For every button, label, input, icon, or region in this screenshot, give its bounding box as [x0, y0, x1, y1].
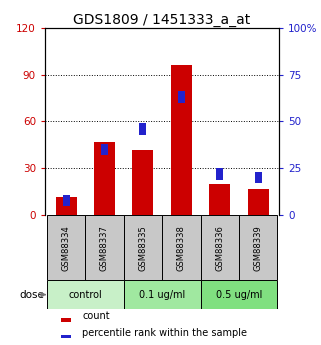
Text: 0.5 ug/ml: 0.5 ug/ml	[216, 289, 262, 299]
Bar	[209, 184, 230, 215]
Text: control: control	[68, 289, 102, 299]
Bar	[139, 124, 146, 135]
Bar	[124, 280, 201, 309]
Bar	[201, 280, 277, 309]
Title: GDS1809 / 1451333_a_at: GDS1809 / 1451333_a_at	[74, 12, 251, 27]
Bar	[171, 65, 192, 215]
Bar	[255, 172, 262, 184]
Text: GSM88335: GSM88335	[138, 225, 147, 270]
Text: percentile rank within the sample: percentile rank within the sample	[82, 328, 247, 338]
Bar	[47, 215, 85, 280]
Bar	[124, 215, 162, 280]
Text: count: count	[82, 312, 110, 322]
Text: GSM88337: GSM88337	[100, 225, 109, 270]
Bar	[247, 189, 269, 215]
Bar	[132, 150, 153, 215]
Bar	[94, 142, 115, 215]
Bar	[85, 215, 124, 280]
Bar	[47, 280, 124, 309]
Bar	[61, 335, 71, 338]
Bar	[101, 144, 108, 155]
Bar	[162, 215, 201, 280]
Text: GSM88339: GSM88339	[254, 225, 263, 270]
Text: GSM88336: GSM88336	[215, 225, 224, 270]
Bar	[61, 318, 71, 322]
Bar	[216, 168, 223, 180]
Text: dose: dose	[19, 289, 44, 299]
Text: 0.1 ug/ml: 0.1 ug/ml	[139, 289, 185, 299]
Bar	[63, 195, 70, 206]
Bar	[201, 215, 239, 280]
Bar	[239, 215, 277, 280]
Bar	[178, 91, 185, 103]
Bar	[56, 197, 77, 215]
Text: GSM88334: GSM88334	[62, 225, 71, 270]
Text: GSM88338: GSM88338	[177, 225, 186, 270]
